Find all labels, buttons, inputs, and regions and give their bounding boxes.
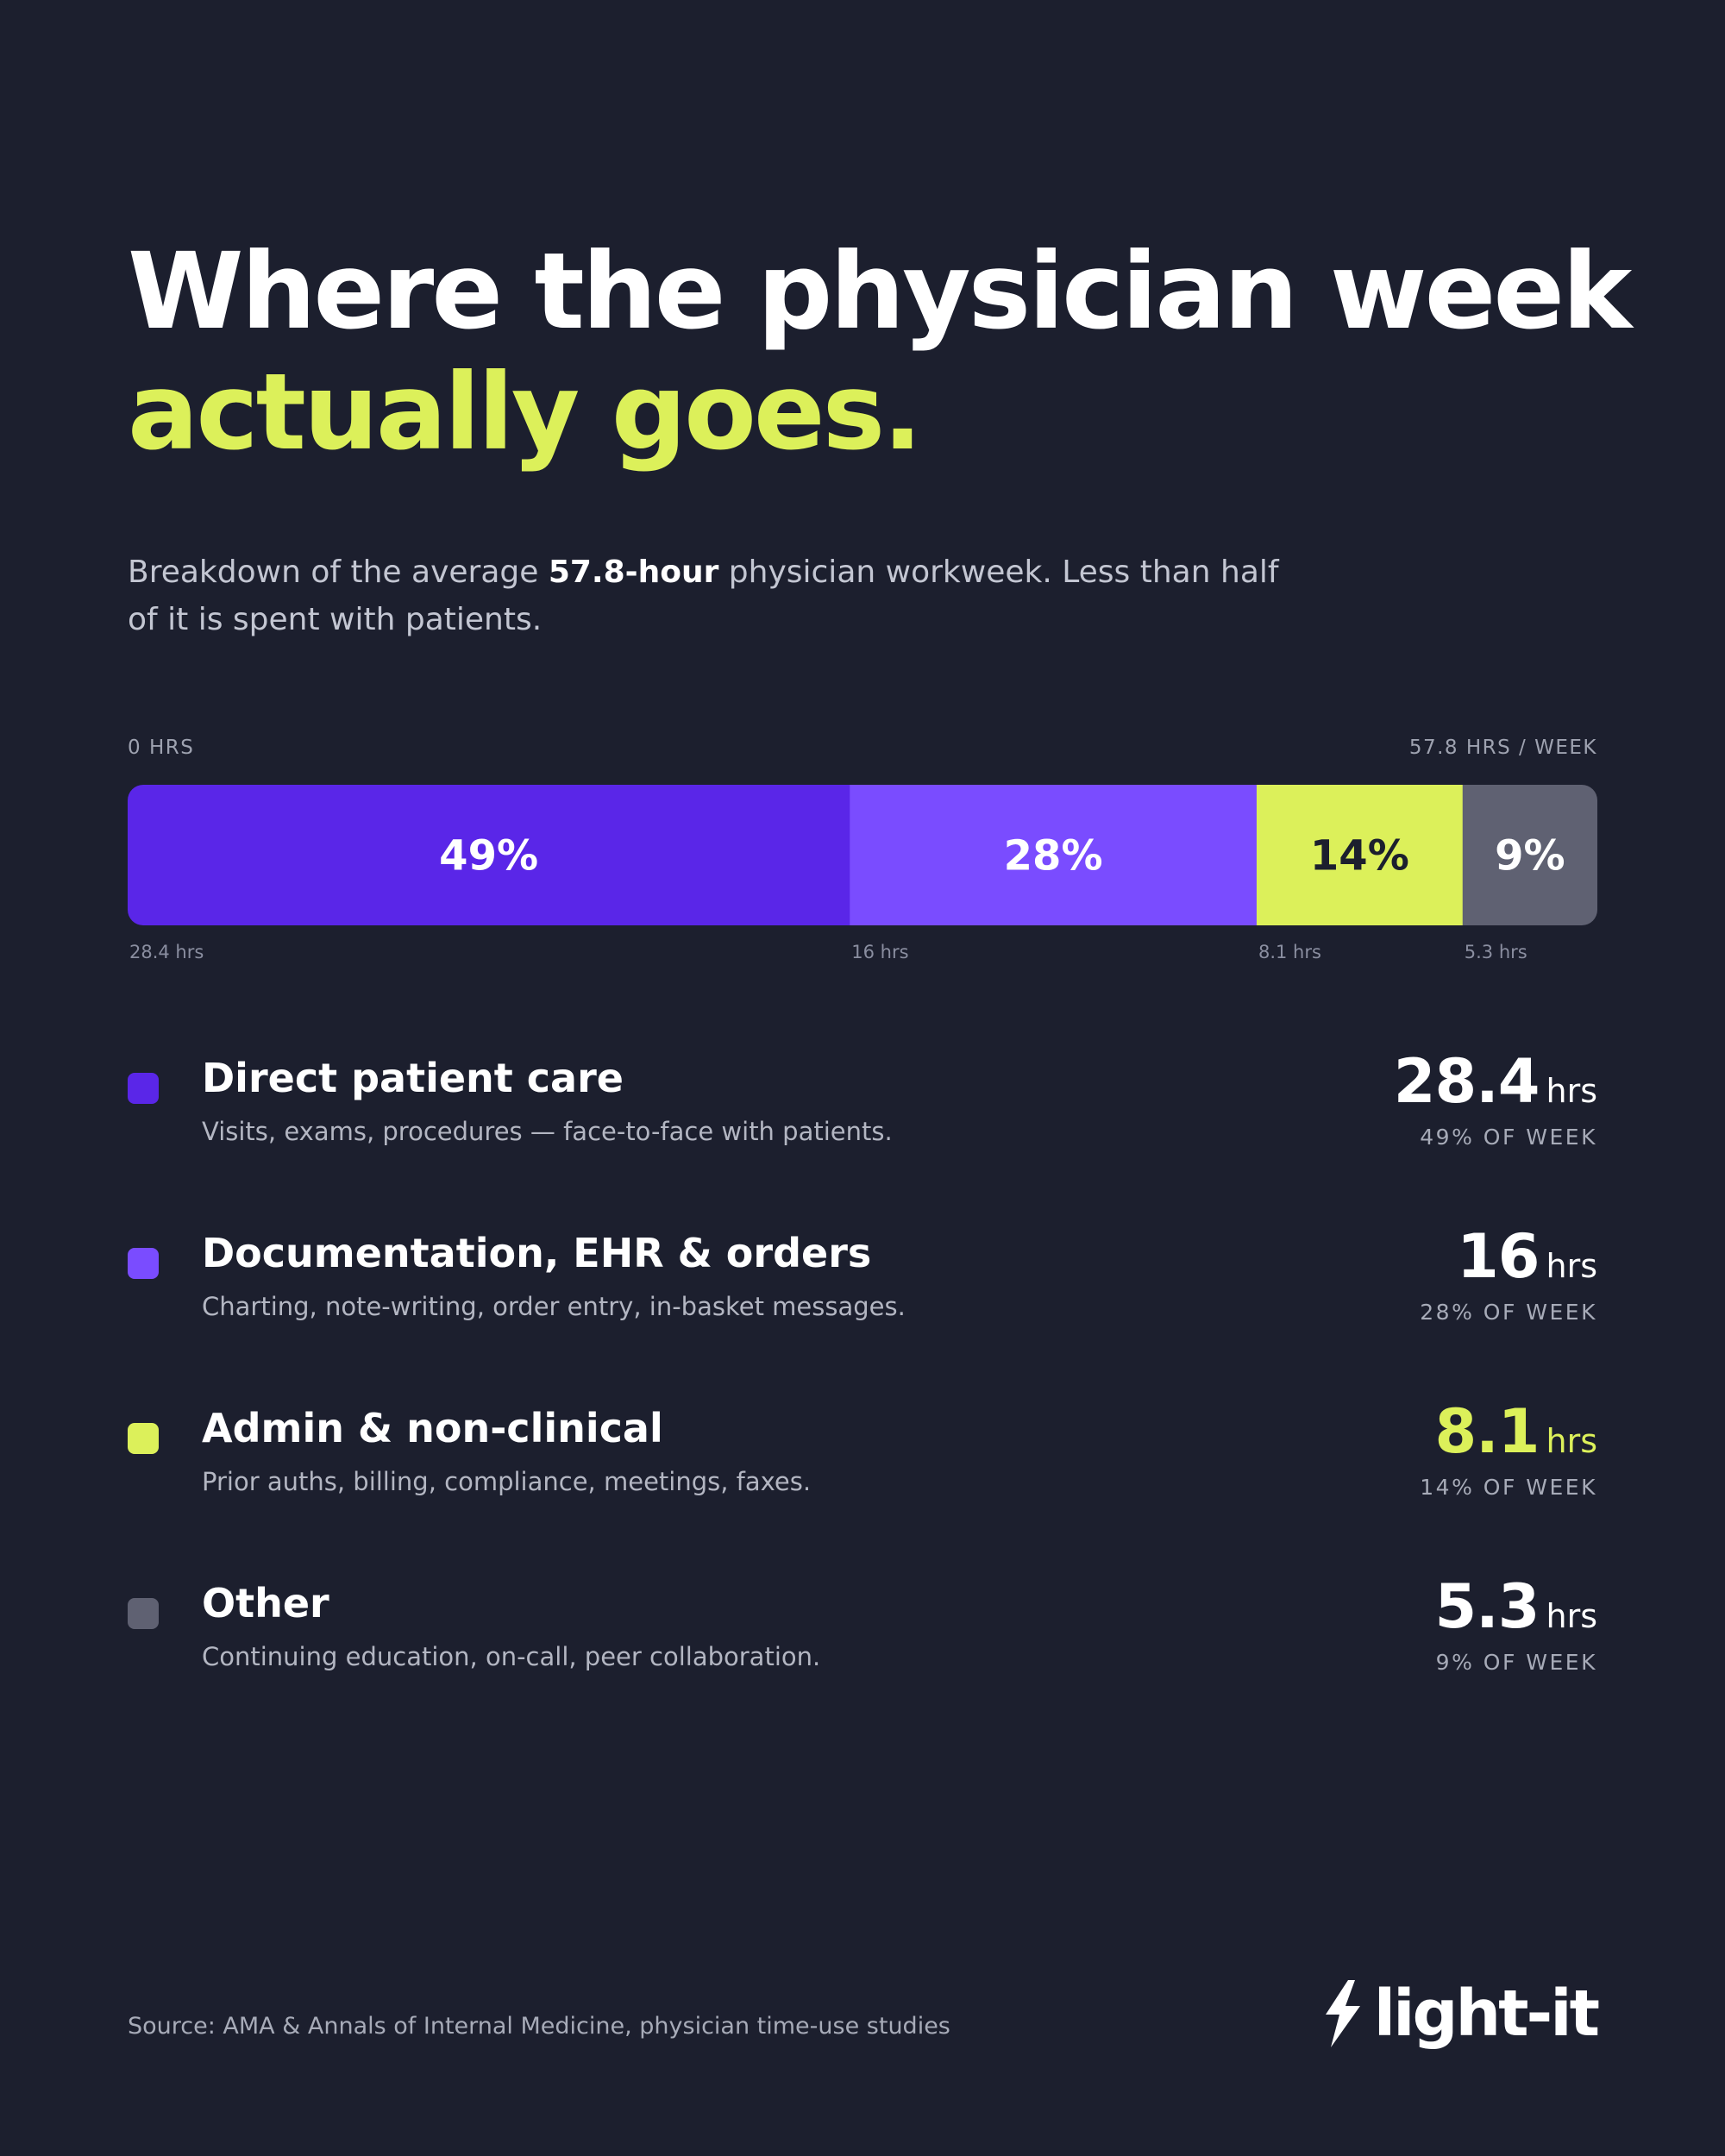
brand-logo: light-it xyxy=(1322,1975,1600,2053)
segment-hours-row: 28.4 hrs 16 hrs 8.1 hrs 5.3 hrs xyxy=(128,942,1597,969)
legend-item-name: Documentation, EHR & orders xyxy=(202,1230,872,1276)
page-title: Where the physician week actually goes. xyxy=(128,230,1632,473)
infographic: Where the physician week actually goes. … xyxy=(128,0,1632,2156)
legend-swatch xyxy=(128,1073,159,1104)
axis-start-label: 0 HRS xyxy=(128,736,195,759)
legend-item-value: 16 hrs xyxy=(1457,1222,1597,1307)
bar-segment-label: 28% xyxy=(1004,832,1103,881)
legend-item-number: 28.4 xyxy=(1393,1046,1540,1117)
title-line-2: actually goes. xyxy=(128,351,923,473)
logo-wordmark: light-it xyxy=(1373,1977,1600,2051)
bar-segment-label: 9% xyxy=(1495,832,1565,881)
legend-item-percent: 28% OF WEEK xyxy=(1420,1300,1597,1325)
bar-segment-label: 49% xyxy=(439,832,538,881)
bar-segment xyxy=(850,785,1258,925)
subtitle-text-before: Breakdown of the average xyxy=(128,555,549,590)
legend-swatch xyxy=(128,1423,159,1454)
legend-item-description: Visits, exams, procedures — face-to-face… xyxy=(202,1117,893,1146)
segment-hours-label: 16 hrs xyxy=(851,942,909,962)
segment-hours-label: 28.4 hrs xyxy=(129,942,204,962)
subtitle-highlight: 57.8-hour xyxy=(548,555,719,590)
legend-item: Documentation, EHR & orders Charting, not… xyxy=(128,1222,1597,1365)
legend-item-percent: 14% OF WEEK xyxy=(1420,1475,1597,1500)
legend-item-value: 8.1 hrs xyxy=(1434,1397,1597,1482)
legend-item-description: Prior auths, billing, compliance, meetin… xyxy=(202,1467,812,1496)
subtitle-text-after: physician workweek. Less than half of it… xyxy=(128,555,1279,637)
bar-segment xyxy=(1256,785,1464,925)
legend-item-number: 16 xyxy=(1457,1221,1540,1292)
legend-swatch xyxy=(128,1598,159,1629)
legend-item-name: Admin & non-clinical xyxy=(202,1405,663,1451)
legend-item-unit: hrs xyxy=(1546,1597,1597,1635)
legend-item-unit: hrs xyxy=(1546,1247,1597,1285)
stacked-bar-chart: 49% 28% 14% 9% xyxy=(128,785,1597,925)
segment-hours-label: 8.1 hrs xyxy=(1258,942,1321,962)
title-line-1: Where the physician week xyxy=(128,230,1632,353)
legend-item-value: 28.4 hrs xyxy=(1394,1047,1597,1132)
bar-segment xyxy=(1462,785,1597,925)
legend-item: Direct patient care Visits, exams, proced… xyxy=(128,1047,1597,1190)
legend-item-unit: hrs xyxy=(1546,1422,1597,1460)
legend-item-number: 5.3 xyxy=(1434,1571,1540,1642)
legend-item-name: Other xyxy=(202,1580,329,1626)
subtitle: Breakdown of the average 57.8-hour physi… xyxy=(128,548,1318,643)
legend-swatch xyxy=(128,1248,159,1279)
legend-item-unit: hrs xyxy=(1546,1072,1597,1110)
bar-segment xyxy=(128,785,850,925)
legend-item-name: Direct patient care xyxy=(202,1055,624,1101)
legend-item-number: 8.1 xyxy=(1434,1396,1540,1467)
legend-item-percent: 9% OF WEEK xyxy=(1435,1650,1597,1675)
legend-item: Admin & non-clinical Prior auths, billing… xyxy=(128,1397,1597,1540)
legend-item-value: 5.3 hrs xyxy=(1434,1572,1597,1658)
stacked-bar: 49% 28% 14% 9% xyxy=(128,785,1597,925)
legend-item-description: Continuing education, on-call, peer coll… xyxy=(202,1642,821,1671)
legend-item-description: Charting, note-writing, order entry, in-… xyxy=(202,1292,906,1321)
axis-end-label: 57.8 HRS / WEEK xyxy=(1408,736,1597,759)
legend-item: Other Continuing education, on-call, peer… xyxy=(128,1572,1597,1715)
source-note: Source: AMA & Annals of Internal Medicin… xyxy=(128,2013,950,2040)
bolt-icon xyxy=(1325,1980,1360,2047)
segment-hours-label: 5.3 hrs xyxy=(1464,942,1527,962)
legend-item-percent: 49% OF WEEK xyxy=(1420,1125,1597,1150)
bar-segment-label: 14% xyxy=(1310,832,1409,881)
